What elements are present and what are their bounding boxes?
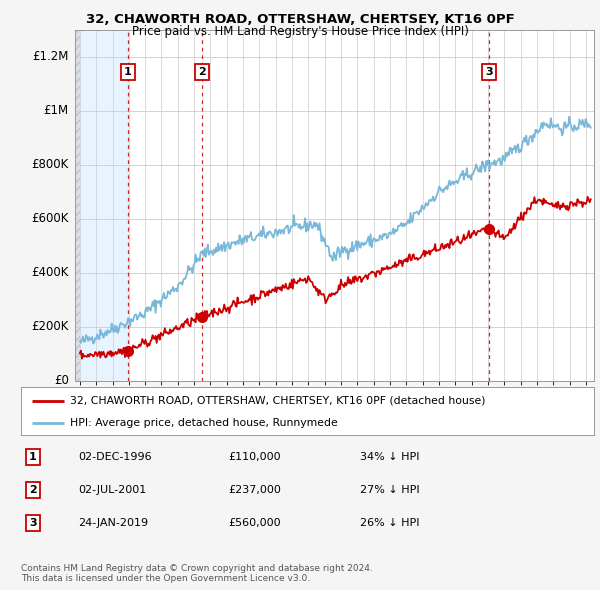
Text: £200K: £200K bbox=[31, 320, 69, 333]
Text: 1: 1 bbox=[124, 67, 131, 77]
Text: 3: 3 bbox=[29, 519, 37, 528]
Text: 32, CHAWORTH ROAD, OTTERSHAW, CHERTSEY, KT16 0PF (detached house): 32, CHAWORTH ROAD, OTTERSHAW, CHERTSEY, … bbox=[70, 395, 485, 405]
Text: £237,000: £237,000 bbox=[228, 486, 281, 495]
Bar bbox=[75, 30, 129, 381]
Text: 2: 2 bbox=[199, 67, 206, 77]
Text: 2: 2 bbox=[29, 486, 37, 495]
Text: £1M: £1M bbox=[44, 104, 69, 117]
Text: Contains HM Land Registry data © Crown copyright and database right 2024.
This d: Contains HM Land Registry data © Crown c… bbox=[21, 563, 373, 583]
Text: 27% ↓ HPI: 27% ↓ HPI bbox=[360, 486, 419, 495]
Text: £110,000: £110,000 bbox=[228, 453, 281, 462]
Text: £1.2M: £1.2M bbox=[32, 50, 69, 63]
Text: 3: 3 bbox=[485, 67, 493, 77]
Text: Price paid vs. HM Land Registry's House Price Index (HPI): Price paid vs. HM Land Registry's House … bbox=[131, 25, 469, 38]
Text: £560,000: £560,000 bbox=[228, 519, 281, 528]
Text: 02-JUL-2001: 02-JUL-2001 bbox=[78, 486, 146, 495]
Text: 32, CHAWORTH ROAD, OTTERSHAW, CHERTSEY, KT16 0PF: 32, CHAWORTH ROAD, OTTERSHAW, CHERTSEY, … bbox=[86, 13, 514, 26]
Text: 02-DEC-1996: 02-DEC-1996 bbox=[78, 453, 152, 462]
Text: 26% ↓ HPI: 26% ↓ HPI bbox=[360, 519, 419, 528]
Bar bbox=[75, 30, 80, 381]
Text: 24-JAN-2019: 24-JAN-2019 bbox=[78, 519, 148, 528]
Text: £400K: £400K bbox=[31, 266, 69, 279]
Text: £0: £0 bbox=[54, 374, 69, 387]
Text: 34% ↓ HPI: 34% ↓ HPI bbox=[360, 453, 419, 462]
Text: £600K: £600K bbox=[31, 212, 69, 225]
Text: £800K: £800K bbox=[32, 158, 69, 171]
Text: HPI: Average price, detached house, Runnymede: HPI: Average price, detached house, Runn… bbox=[70, 418, 337, 428]
Text: 1: 1 bbox=[29, 453, 37, 462]
